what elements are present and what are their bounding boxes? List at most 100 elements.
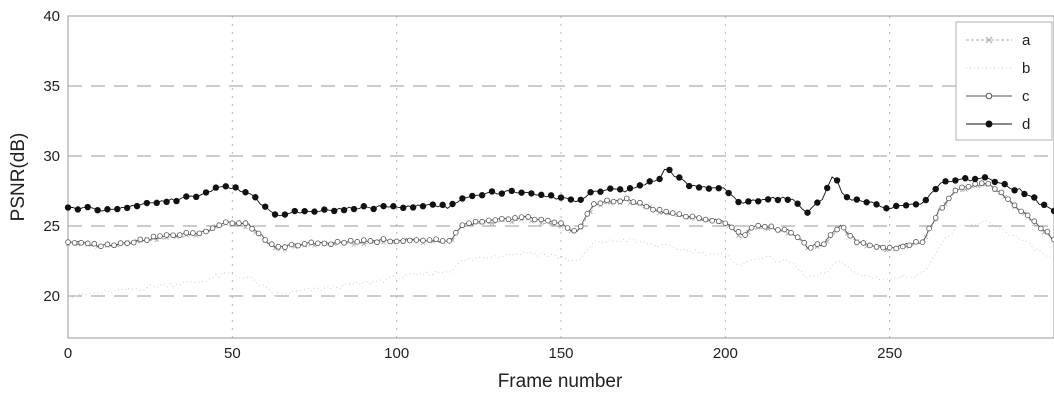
- data-point: [518, 189, 525, 196]
- data-point: [676, 174, 683, 181]
- data-point: [873, 244, 880, 250]
- data-point: [547, 192, 555, 199]
- data-point: [695, 184, 703, 191]
- data-point: [360, 237, 367, 243]
- data-point: [666, 166, 673, 174]
- data-point: [814, 199, 821, 206]
- data-point: [893, 202, 900, 210]
- data-point: [557, 194, 565, 201]
- data-point: [91, 240, 98, 247]
- data-point: [262, 203, 269, 210]
- data-point: [498, 190, 506, 197]
- data-point: [271, 211, 279, 218]
- data-point: [367, 238, 374, 244]
- data-point: [150, 233, 157, 240]
- data-point: [311, 208, 318, 215]
- data-point: [735, 198, 742, 206]
- data-point: [981, 174, 989, 181]
- data-point: [374, 239, 380, 246]
- data-point: [863, 199, 870, 206]
- data-point: [883, 205, 890, 212]
- y-tick-label: 30: [43, 148, 60, 165]
- data-point: [84, 203, 91, 211]
- data-point: [518, 214, 525, 220]
- data-point: [1044, 228, 1051, 235]
- data-point: [301, 241, 308, 247]
- data-point: [1040, 201, 1048, 209]
- data-point: [538, 191, 545, 199]
- data-point: [1001, 180, 1008, 188]
- data-point: [203, 228, 209, 235]
- data-point: [531, 216, 538, 223]
- data-point: [413, 237, 420, 243]
- x-tick-label: 150: [548, 345, 573, 362]
- data-point: [525, 214, 531, 220]
- data-point: [117, 240, 124, 246]
- data-point: [295, 242, 301, 249]
- data-point: [282, 244, 288, 250]
- data-point: [291, 207, 298, 215]
- data-point: [419, 203, 427, 210]
- data-point: [173, 197, 180, 205]
- data-point: [499, 215, 505, 222]
- data-point: [650, 206, 656, 213]
- data-point: [321, 240, 328, 247]
- data-point: [390, 203, 397, 210]
- data-point: [380, 202, 387, 210]
- data-point: [1031, 218, 1038, 224]
- data-point: [328, 241, 334, 248]
- data-point: [992, 186, 998, 192]
- data-point: [906, 242, 913, 249]
- data-point: [814, 241, 821, 247]
- data-point: [154, 237, 160, 243]
- data-point: [781, 226, 788, 233]
- data-point: [715, 184, 722, 192]
- data-point: [538, 221, 544, 226]
- data-point: [919, 239, 926, 245]
- data-point: [567, 196, 575, 203]
- data-point: [308, 239, 315, 246]
- data-point: [755, 222, 761, 229]
- data-point: [597, 200, 604, 206]
- data-point: [111, 242, 117, 249]
- data-point: [1050, 207, 1054, 215]
- data-point: [952, 187, 959, 194]
- data-point: [163, 232, 170, 238]
- data-point: [281, 211, 289, 218]
- data-point: [433, 236, 439, 242]
- data-point: [630, 199, 637, 205]
- data-point: [74, 206, 82, 213]
- data-point: [439, 201, 446, 209]
- data-point: [843, 193, 851, 201]
- data-point: [774, 196, 782, 204]
- data-point: [301, 207, 308, 215]
- legend-marker: [985, 120, 993, 128]
- data-point: [804, 209, 811, 216]
- data-point: [709, 217, 715, 224]
- data-point: [393, 238, 400, 245]
- data-point: [439, 238, 446, 244]
- data-point: [705, 185, 713, 192]
- data-point: [222, 219, 229, 225]
- legend-label: a: [1022, 32, 1031, 49]
- data-point: [932, 185, 939, 193]
- data-point: [807, 245, 814, 251]
- data-point: [607, 185, 614, 192]
- data-point: [939, 205, 946, 211]
- data-point: [222, 183, 229, 190]
- data-point: [512, 215, 518, 221]
- data-point: [380, 236, 387, 242]
- data-point: [685, 182, 693, 190]
- x-tick-label: 250: [877, 345, 902, 362]
- data-point: [459, 195, 466, 202]
- data-point: [676, 211, 683, 217]
- data-point: [64, 204, 72, 211]
- data-point: [853, 196, 860, 203]
- data-point: [702, 216, 709, 223]
- data-point: [249, 225, 255, 232]
- x-tick-label: 200: [713, 345, 738, 362]
- data-point: [646, 178, 653, 185]
- data-point: [755, 198, 762, 205]
